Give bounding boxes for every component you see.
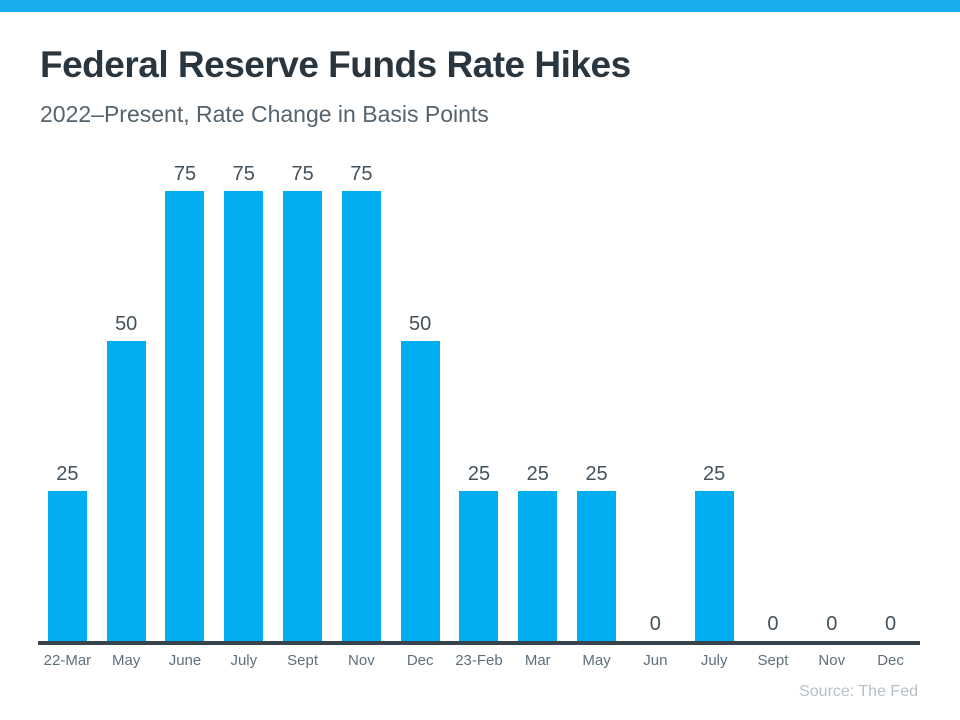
x-axis-tick-label: July (230, 652, 258, 669)
bar-value-label: 25 (703, 463, 726, 485)
x-axis-tick-label: Sept (287, 652, 319, 669)
bar-value-label: 75 (291, 163, 314, 185)
bar-column: 0 (802, 161, 861, 641)
bar-value-label: 50 (409, 313, 432, 335)
plot-area: 25 50 75 75 75 75 50 25 25 25 0 25 0 0 0 (38, 161, 920, 641)
bar-value-label: 0 (826, 613, 838, 635)
x-axis-tick-label: Nov (348, 652, 375, 669)
bars: 25 50 75 75 75 75 50 25 25 25 0 25 0 0 0 (38, 161, 920, 641)
source-attribution: Source: The Fed (799, 683, 918, 700)
bar (400, 341, 440, 641)
bar-column: 0 (626, 161, 685, 641)
bar-column: 25 (38, 161, 97, 641)
x-axis-tick-label: Jun (643, 652, 668, 669)
bar-column: 0 (861, 161, 920, 641)
bar (341, 191, 381, 641)
bar-value-label: 0 (884, 613, 897, 635)
bar (224, 191, 264, 641)
bar-value-label: 75 (173, 163, 197, 185)
bar-column: 25 (567, 161, 626, 641)
x-axis-tick-label: June (168, 652, 202, 669)
x-axis-tick-label: May (582, 652, 611, 669)
bar-column: 75 (156, 161, 215, 641)
bar (283, 191, 323, 641)
bar (165, 191, 205, 641)
x-axis-labels: 22-Mar May June July Sept Nov Dec 23-Feb Mar May J… (38, 652, 920, 669)
chart-subtitle: 2022–Present, Rate Change in Basis Point… (40, 101, 489, 127)
bar-column: 25 (508, 161, 567, 641)
x-axis-tick-label: Nov (818, 652, 846, 669)
x-axis-tick-label: 22-Mar (43, 652, 92, 669)
bar-column: 25 (450, 161, 509, 641)
bar-value-label: 25 (585, 463, 608, 485)
bar-column: 0 (744, 161, 803, 641)
bar-value-label: 0 (767, 613, 779, 635)
bar-value-label: 0 (649, 613, 661, 635)
bar-value-label: 25 (467, 463, 491, 485)
x-axis-line (38, 641, 920, 645)
bar-value-label: 25 (56, 463, 79, 485)
bar-value-label: 75 (232, 163, 255, 185)
x-axis-tick-label: 23-Feb (455, 652, 503, 669)
bar-column: 25 (685, 161, 744, 641)
bar (694, 491, 734, 641)
chart-title: Federal Reserve Funds Rate Hikes (40, 44, 631, 85)
bar (106, 341, 146, 641)
bar-value-label: 75 (350, 163, 373, 185)
bar (47, 491, 87, 641)
bar-column: 75 (273, 161, 332, 641)
x-axis-tick-label: July (700, 652, 728, 669)
x-axis-tick-label: May (112, 652, 141, 669)
bar (518, 491, 558, 641)
bar-value-label: 25 (526, 463, 549, 485)
top-accent-banner (0, 0, 960, 12)
x-axis-tick-label: Mar (524, 652, 551, 669)
bar-column: 50 (97, 161, 156, 641)
x-axis-tick-label: Dec (877, 652, 904, 669)
bar-value-label: 50 (115, 313, 138, 335)
bar (459, 491, 499, 641)
bar (577, 491, 617, 641)
x-axis-tick-label: Sept (757, 652, 789, 669)
bar-column: 75 (214, 161, 273, 641)
bar-column: 75 (332, 161, 391, 641)
bar-column: 50 (391, 161, 450, 641)
x-axis-tick-label: Dec (406, 652, 434, 669)
